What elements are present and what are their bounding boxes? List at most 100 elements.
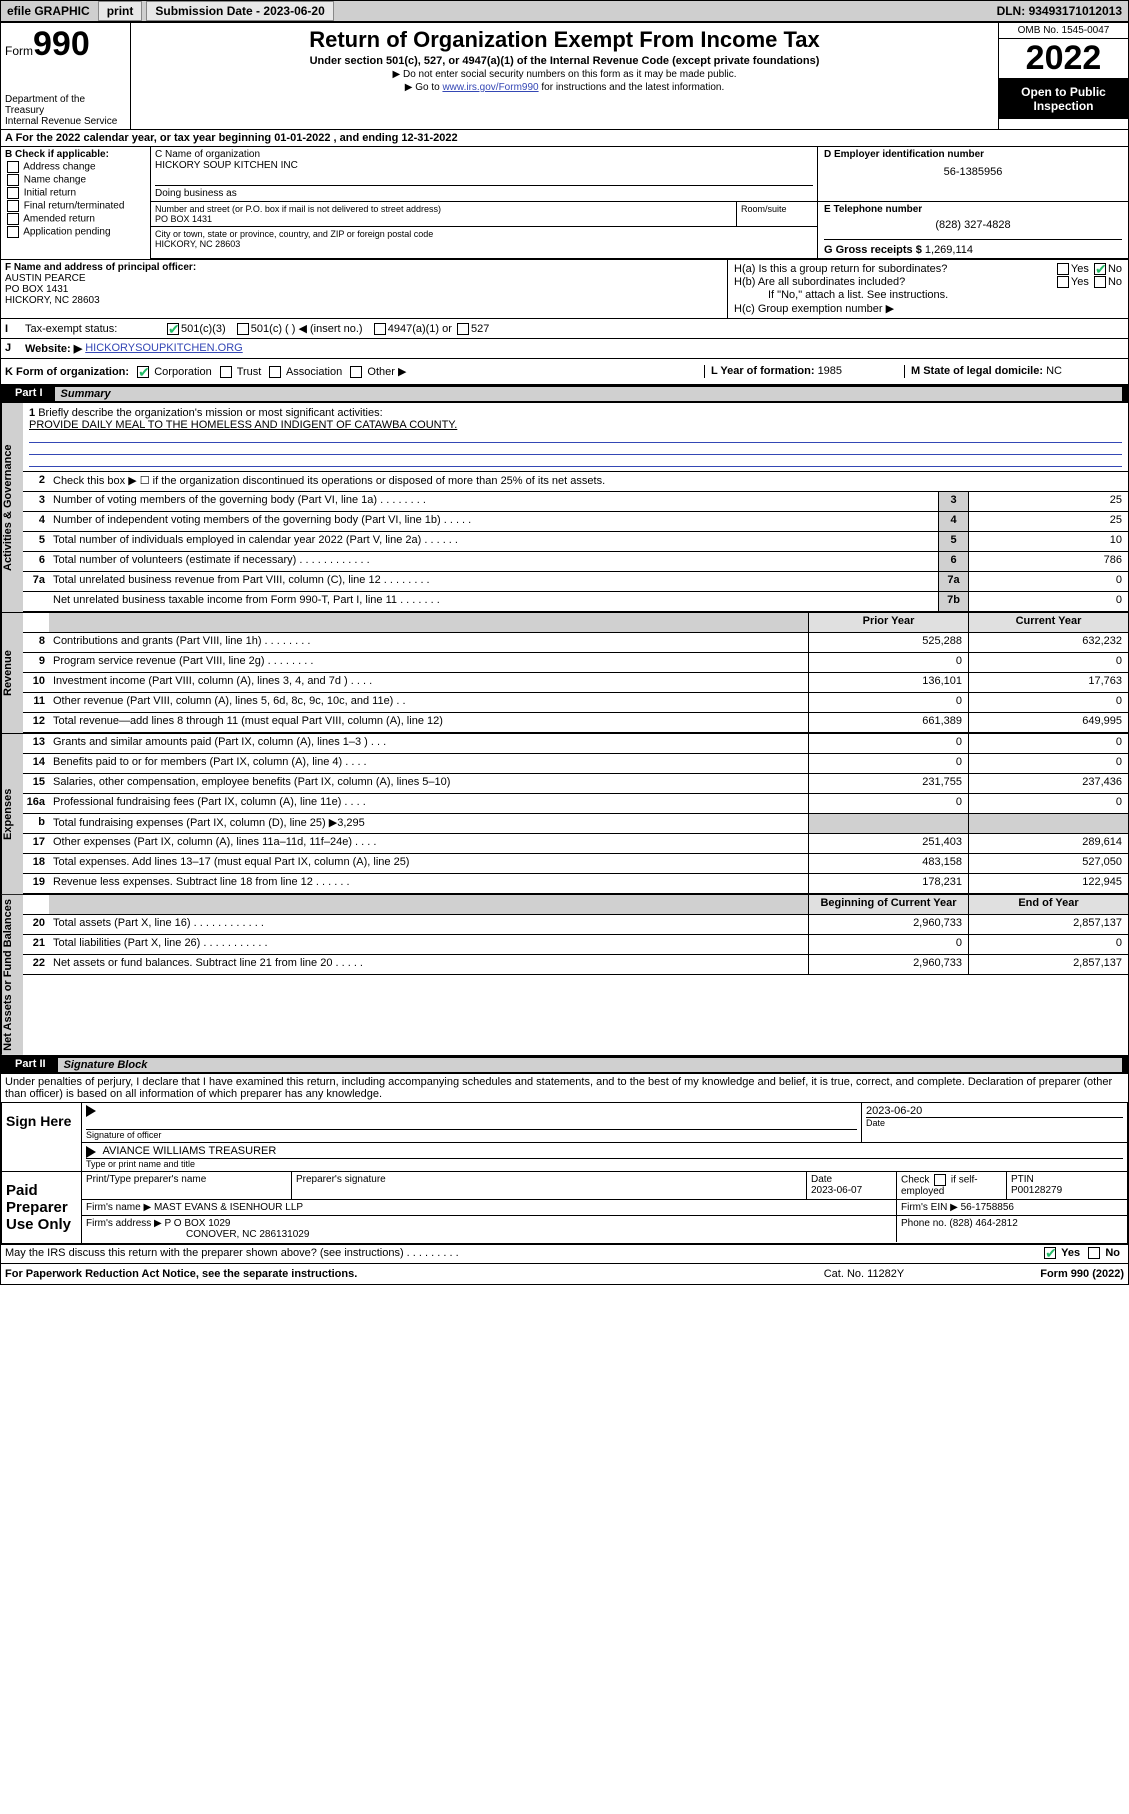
mission-text: PROVIDE DAILY MEAL TO THE HOMELESS AND I…: [29, 419, 457, 431]
chk-address-change[interactable]: Address change: [5, 161, 146, 173]
officer-label: F Name and address of principal officer:: [5, 262, 723, 273]
summary-line: 17Other expenses (Part IX, column (A), l…: [23, 834, 1128, 854]
summary-line: 9Program service revenue (Part VIII, lin…: [23, 653, 1128, 673]
firm-phone-label: Phone no.: [901, 1218, 949, 1229]
form-title: Return of Organization Exempt From Incom…: [135, 27, 994, 53]
instructions-link[interactable]: www.irs.gov/Form990: [442, 82, 538, 93]
summary-line: 11Other revenue (Part VIII, column (A), …: [23, 693, 1128, 713]
line-16b: Total fundraising expenses (Part IX, col…: [49, 814, 808, 833]
sidelabel-expenses: Expenses: [1, 734, 23, 894]
chk-name-change[interactable]: Name change: [5, 174, 146, 186]
chk-assoc[interactable]: [269, 366, 281, 378]
dln-label: DLN: 93493171012013: [997, 4, 1128, 18]
sidelabel-governance: Activities & Governance: [1, 403, 23, 612]
orgform-label: K Form of organization:: [5, 366, 129, 378]
ha-no-checkbox[interactable]: [1094, 263, 1106, 275]
phone-label: E Telephone number: [824, 204, 1122, 215]
footer-left: For Paperwork Reduction Act Notice, see …: [5, 1268, 764, 1280]
ein-value: 56-1385956: [824, 160, 1122, 184]
firm-addr1: P O BOX 1029: [165, 1218, 231, 1229]
hc-label: H(c) Group exemption number ▶: [734, 302, 1122, 315]
sidelabel-revenue: Revenue: [1, 613, 23, 733]
chk-trust[interactable]: [220, 366, 232, 378]
summary-line: 10Investment income (Part VIII, column (…: [23, 673, 1128, 693]
box-b-checkboxes: B Check if applicable: Address change Na…: [1, 147, 151, 259]
efile-label: efile GRAPHIC: [1, 4, 96, 18]
chk-4947[interactable]: [374, 323, 386, 335]
footer-catalog: Cat. No. 11282Y: [764, 1268, 964, 1280]
box-c-name: C Name of organization HICKORY SOUP KITC…: [151, 147, 818, 201]
hb-no-checkbox[interactable]: [1094, 276, 1106, 288]
summary-line: 19Revenue less expenses. Subtract line 1…: [23, 874, 1128, 894]
org-name-label: C Name of organization: [155, 149, 813, 160]
row-j-website: J Website: ▶ HICKORYSOUPKITCHEN.ORG: [1, 339, 1128, 359]
ein-label: D Employer identification number: [824, 149, 1122, 160]
summary-line: 5Total number of individuals employed in…: [23, 532, 1128, 552]
summary-line: 4Number of independent voting members of…: [23, 512, 1128, 532]
summary-line: 6Total number of volunteers (estimate if…: [23, 552, 1128, 572]
prep-sig-label: Preparer's signature: [292, 1172, 807, 1199]
arrow-icon: [86, 1105, 96, 1117]
chk-501c3[interactable]: [167, 323, 179, 335]
street-value: PO BOX 1431: [155, 214, 732, 224]
website-label: Website: ▶: [25, 342, 82, 355]
chk-other[interactable]: [350, 366, 362, 378]
col-prior-year: Prior Year: [808, 613, 968, 632]
line-2-text: Check this box ▶ ☐ if the organization d…: [49, 472, 1128, 491]
footer-form: Form 990 (2022): [964, 1268, 1124, 1280]
phone-value: (828) 327-4828: [824, 215, 1122, 235]
part-i-num: Part I: [7, 387, 51, 401]
row-a-tax-year: A For the 2022 calendar year, or tax yea…: [1, 130, 1128, 147]
chk-amended-return[interactable]: Amended return: [5, 213, 146, 225]
hb-yes-checkbox[interactable]: [1057, 276, 1069, 288]
chk-527[interactable]: [457, 323, 469, 335]
paid-preparer-block: Paid Preparer Use Only Print/Type prepar…: [1, 1172, 1128, 1244]
ptin-value: P00128279: [1011, 1185, 1062, 1196]
street-label: Number and street (or P.O. box if mail i…: [155, 204, 732, 214]
chk-self-employed[interactable]: [934, 1174, 946, 1186]
discuss-yes-checkbox[interactable]: [1044, 1247, 1056, 1259]
year-cell: OMB No. 1545-0047 2022 Open to Public In…: [998, 23, 1128, 129]
room-label: Room/suite: [741, 204, 813, 214]
form-title-cell: Return of Organization Exempt From Incom…: [131, 23, 998, 129]
chk-501c[interactable]: [237, 323, 249, 335]
hb-note: If "No," attach a list. See instructions…: [734, 289, 1122, 301]
org-name: HICKORY SOUP KITCHEN INC: [155, 160, 813, 171]
form-subtitle: Under section 501(c), 527, or 4947(a)(1)…: [135, 55, 994, 67]
website-link[interactable]: HICKORYSOUPKITCHEN.ORG: [85, 342, 243, 355]
part-ii-title: Signature Block: [58, 1058, 1122, 1072]
officer-name: AUSTIN PEARCE: [5, 273, 723, 284]
tax-status-label: Tax-exempt status:: [25, 323, 165, 335]
chk-final-return[interactable]: Final return/terminated: [5, 200, 146, 212]
box-c-address: Number and street (or P.O. box if mail i…: [151, 202, 818, 258]
chk-corp[interactable]: [137, 366, 149, 378]
submission-date-button[interactable]: Submission Date - 2023-06-20: [146, 1, 333, 21]
box-f-officer: F Name and address of principal officer:…: [1, 260, 728, 318]
ha-yes-checkbox[interactable]: [1057, 263, 1069, 275]
summary-line: 18Total expenses. Add lines 13–17 (must …: [23, 854, 1128, 874]
open-inspection-label: Open to Public Inspection: [999, 79, 1128, 119]
firm-phone: (828) 464-2812: [949, 1218, 1017, 1229]
summary-line: 15Salaries, other compensation, employee…: [23, 774, 1128, 794]
print-button[interactable]: print: [98, 1, 143, 21]
summary-line: 21Total liabilities (Part X, line 26) . …: [23, 935, 1128, 955]
ha-label: H(a) Is this a group return for subordin…: [734, 263, 1055, 275]
col-end-year: End of Year: [968, 895, 1128, 914]
form-note-1: ▶ Do not enter social security numbers o…: [135, 69, 994, 80]
sidelabel-net: Net Assets or Fund Balances: [1, 895, 23, 1055]
city-label: City or town, state or province, country…: [155, 229, 813, 239]
box-e-phone: E Telephone number (828) 327-4828 G Gros…: [818, 202, 1128, 258]
discuss-no-checkbox[interactable]: [1088, 1247, 1100, 1259]
page-footer: For Paperwork Reduction Act Notice, see …: [1, 1264, 1128, 1284]
summary-line: 14Benefits paid to or for members (Part …: [23, 754, 1128, 774]
ptin-label: PTIN: [1011, 1174, 1034, 1185]
row-k-org-form: K Form of organization: Corporation Trus…: [1, 359, 1128, 385]
sign-here-block: Sign Here Signature of officer 2023-06-2…: [1, 1102, 1128, 1172]
form-number-cell: Form990 Department of the Treasury Inter…: [1, 23, 131, 129]
sig-name-label: Type or print name and title: [86, 1158, 1123, 1169]
chk-initial-return[interactable]: Initial return: [5, 187, 146, 199]
box-h: H(a) Is this a group return for subordin…: [728, 260, 1128, 318]
officer-addr2: HICKORY, NC 28603: [5, 295, 723, 306]
firm-name-label: Firm's name ▶: [86, 1202, 154, 1213]
chk-application-pending[interactable]: Application pending: [5, 226, 146, 238]
